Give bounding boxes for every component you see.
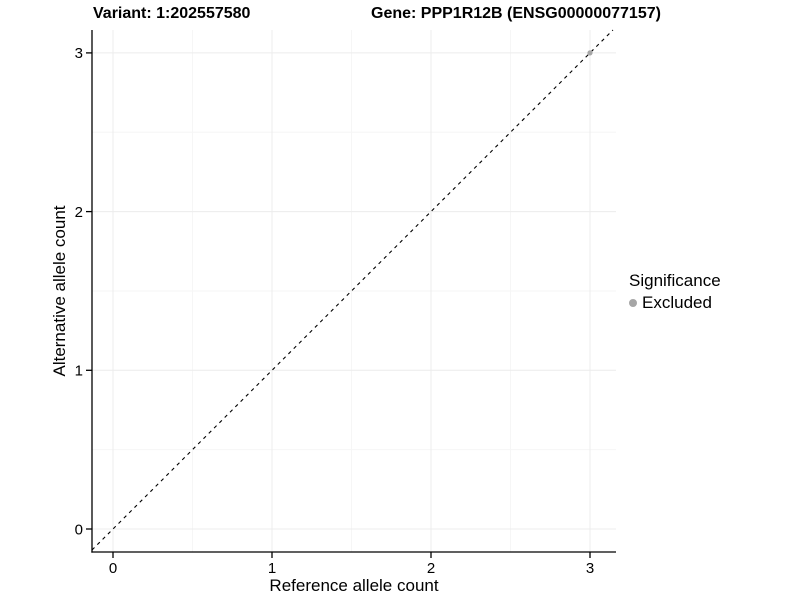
x-tick-label: 3 bbox=[586, 560, 594, 577]
y-tick-label: 0 bbox=[75, 521, 83, 538]
y-tick-label: 3 bbox=[75, 45, 83, 62]
identity-line bbox=[91, 29, 614, 551]
legend-item-excluded: Excluded bbox=[629, 293, 721, 313]
x-tick-label: 1 bbox=[268, 560, 276, 577]
legend-circle-marker-icon bbox=[629, 299, 637, 307]
x-tick-label: 0 bbox=[109, 560, 117, 577]
legend-title: Significance bbox=[629, 271, 721, 290]
x-tick-label: 2 bbox=[427, 560, 435, 577]
x-axis-title: Reference allele count bbox=[269, 576, 439, 595]
y-tick-label: 1 bbox=[75, 363, 83, 380]
y-tick-label: 2 bbox=[75, 204, 83, 221]
legend-item-label: Excluded bbox=[642, 293, 712, 312]
gene-title: Gene: PPP1R12B (ENSG00000077157) bbox=[371, 5, 661, 22]
y-axis-title: Alternative allele count bbox=[50, 205, 69, 377]
legend: Significance Excluded bbox=[629, 271, 721, 313]
data-point-excluded bbox=[587, 50, 593, 56]
variant-title: Variant: 1:202557580 bbox=[93, 5, 251, 22]
